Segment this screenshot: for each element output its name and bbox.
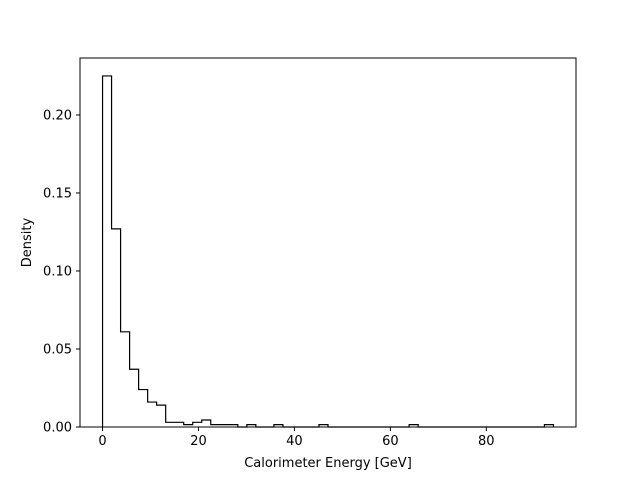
histogram-bin bbox=[202, 420, 211, 427]
x-axis: 0 20 40 60 80 bbox=[98, 427, 495, 449]
histogram-bin bbox=[157, 405, 166, 427]
y-tick-label: 0.20 bbox=[43, 108, 72, 123]
histogram-bin bbox=[139, 390, 148, 427]
y-tick-label: 0.00 bbox=[43, 421, 72, 436]
x-axis-label: Calorimeter Energy [GeV] bbox=[244, 456, 412, 471]
x-tick-label: 40 bbox=[286, 434, 303, 449]
x-tick-label: 60 bbox=[382, 434, 399, 449]
histogram-bin bbox=[103, 76, 112, 427]
y-axis: 0.00 0.05 0.10 0.15 0.20 bbox=[43, 108, 80, 436]
y-axis-label: Density bbox=[20, 217, 35, 267]
histogram-bin bbox=[166, 422, 175, 427]
histogram-bin bbox=[112, 229, 121, 427]
histogram-bin bbox=[193, 422, 202, 427]
histogram-bin bbox=[148, 402, 157, 427]
histogram-bin bbox=[130, 369, 139, 427]
plot-frame bbox=[79, 57, 577, 428]
y-tick-label: 0.10 bbox=[43, 264, 72, 279]
x-tick-label: 20 bbox=[190, 434, 207, 449]
x-tick-label: 0 bbox=[98, 434, 106, 449]
y-tick-label: 0.15 bbox=[43, 186, 72, 201]
x-tick-label: 80 bbox=[478, 434, 495, 449]
y-tick-label: 0.05 bbox=[43, 342, 72, 357]
histogram-bin bbox=[175, 422, 184, 427]
histogram-bin bbox=[121, 332, 130, 427]
